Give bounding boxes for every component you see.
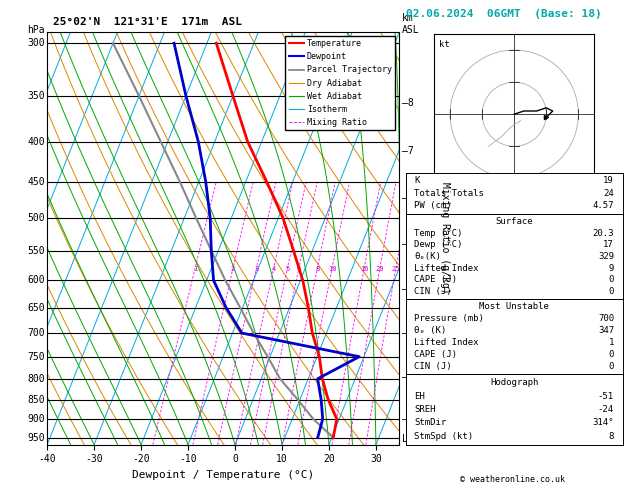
Text: CAPE (J): CAPE (J): [415, 275, 457, 284]
Text: 1: 1: [609, 338, 614, 347]
Text: CIN (J): CIN (J): [415, 287, 452, 296]
X-axis label: Dewpoint / Temperature (°C): Dewpoint / Temperature (°C): [132, 470, 314, 480]
Text: 850: 850: [27, 395, 45, 404]
Text: 0: 0: [609, 350, 614, 359]
Text: Surface: Surface: [496, 217, 533, 226]
Text: 0: 0: [609, 362, 614, 371]
Text: © weatheronline.co.uk: © weatheronline.co.uk: [460, 474, 565, 484]
Text: -24: -24: [598, 405, 614, 414]
Text: EH: EH: [415, 392, 425, 400]
Text: km
ASL: km ASL: [402, 14, 420, 35]
Text: –1: –1: [402, 414, 413, 424]
Text: –3: –3: [402, 328, 413, 338]
Text: 19: 19: [603, 176, 614, 185]
Text: CAPE (J): CAPE (J): [415, 350, 457, 359]
Text: 25: 25: [392, 266, 400, 272]
Text: 16: 16: [360, 266, 369, 272]
Text: 3: 3: [254, 266, 259, 272]
Text: hPa: hPa: [27, 25, 45, 35]
Text: 600: 600: [27, 276, 45, 285]
Text: 1: 1: [193, 266, 197, 272]
Text: 750: 750: [27, 352, 45, 362]
Text: SREH: SREH: [415, 405, 436, 414]
Legend: Temperature, Dewpoint, Parcel Trajectory, Dry Adiabat, Wet Adiabat, Isotherm, Mi: Temperature, Dewpoint, Parcel Trajectory…: [285, 36, 395, 130]
Text: StmSpd (kt): StmSpd (kt): [415, 432, 474, 440]
Text: Pressure (mb): Pressure (mb): [415, 314, 484, 323]
Text: kt: kt: [439, 40, 450, 50]
Text: 8: 8: [315, 266, 320, 272]
Text: –7: –7: [402, 146, 413, 156]
Text: Most Unstable: Most Unstable: [479, 302, 549, 311]
Text: 4.57: 4.57: [593, 201, 614, 210]
Text: 347: 347: [598, 326, 614, 335]
Text: Mixing Ratio (g/kg): Mixing Ratio (g/kg): [440, 182, 450, 294]
Text: 0: 0: [609, 287, 614, 296]
Text: LCL: LCL: [402, 434, 420, 444]
Text: 6: 6: [297, 266, 301, 272]
Text: 9: 9: [609, 263, 614, 273]
Text: CIN (J): CIN (J): [415, 362, 452, 371]
Text: -51: -51: [598, 392, 614, 400]
Text: 450: 450: [27, 177, 45, 187]
Text: 0: 0: [609, 275, 614, 284]
Text: 25°02'N  121°31'E  171m  ASL: 25°02'N 121°31'E 171m ASL: [53, 17, 242, 27]
Text: Lifted Index: Lifted Index: [415, 263, 479, 273]
Text: θₑ (K): θₑ (K): [415, 326, 447, 335]
Text: Dewp (°C): Dewp (°C): [415, 240, 463, 249]
Text: 550: 550: [27, 245, 45, 256]
Text: 650: 650: [27, 303, 45, 312]
Text: 350: 350: [27, 91, 45, 101]
Text: 02.06.2024  06GMT  (Base: 18): 02.06.2024 06GMT (Base: 18): [406, 9, 601, 19]
Text: 700: 700: [27, 328, 45, 338]
Text: 400: 400: [27, 137, 45, 147]
Text: Hodograph: Hodograph: [490, 379, 538, 387]
Text: Temp (°C): Temp (°C): [415, 228, 463, 238]
Text: 950: 950: [27, 433, 45, 443]
Text: 314°: 314°: [593, 418, 614, 427]
Text: 5: 5: [285, 266, 289, 272]
Text: 4: 4: [272, 266, 276, 272]
Text: 300: 300: [27, 38, 45, 48]
Text: 2: 2: [231, 266, 235, 272]
Text: 500: 500: [27, 213, 45, 223]
Text: 10: 10: [328, 266, 337, 272]
Text: Totals Totals: Totals Totals: [415, 189, 484, 198]
Text: –2: –2: [402, 372, 413, 382]
Text: PW (cm): PW (cm): [415, 201, 452, 210]
Text: –8: –8: [402, 98, 413, 108]
Text: θₑ(K): θₑ(K): [415, 252, 442, 261]
Text: K: K: [415, 176, 420, 185]
Text: 900: 900: [27, 414, 45, 424]
Text: –5: –5: [402, 239, 413, 249]
Text: 800: 800: [27, 374, 45, 384]
Text: 17: 17: [603, 240, 614, 249]
Text: 700: 700: [598, 314, 614, 323]
Text: 20.3: 20.3: [593, 228, 614, 238]
Text: StmDir: StmDir: [415, 418, 447, 427]
Text: –6: –6: [402, 193, 413, 203]
Text: 24: 24: [603, 189, 614, 198]
Text: –4: –4: [402, 284, 413, 295]
Text: Lifted Index: Lifted Index: [415, 338, 479, 347]
Text: 20: 20: [376, 266, 384, 272]
Text: 329: 329: [598, 252, 614, 261]
Text: 8: 8: [609, 432, 614, 440]
